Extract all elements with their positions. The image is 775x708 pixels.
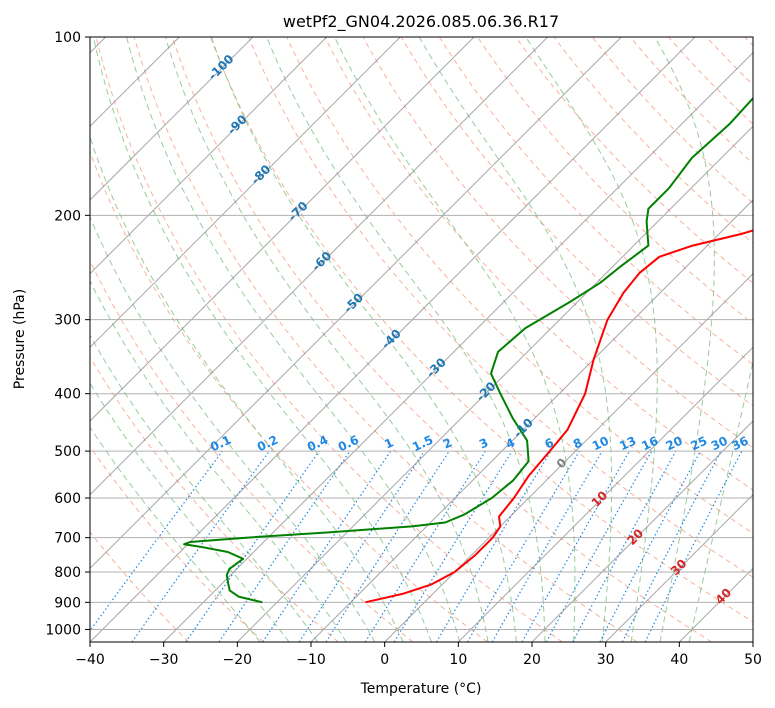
isotherm-line [90, 37, 549, 496]
y-tick-label: 600 [54, 491, 81, 507]
isotherm-line [236, 125, 753, 642]
y-axis-label: Pressure (hPa) [12, 289, 28, 389]
x-tick-label: −10 [296, 652, 326, 668]
sounding-profiles [183, 96, 753, 604]
dry-adiabat [210, 37, 753, 623]
moist-adiabat [688, 358, 753, 642]
dry-adiabat [438, 37, 753, 366]
x-tick-label: 0 [380, 652, 389, 668]
isotherm-line [90, 37, 622, 570]
y-tick-label: 700 [54, 531, 81, 547]
x-tick-label: −20 [223, 652, 253, 668]
mixing-ratio-line [218, 450, 351, 642]
mixing-ratio-label: 16 [639, 434, 660, 454]
isotherm-line [90, 37, 401, 349]
mixing-ratio-line [545, 450, 653, 642]
isotherms [90, 37, 753, 642]
moist-adiabat [90, 135, 404, 642]
mixing-ratio-label: 30 [709, 434, 730, 454]
dry-adiabat [515, 37, 753, 284]
y-tick-label: 300 [54, 313, 81, 329]
y-tick-label: 900 [54, 595, 81, 611]
mixing-ratio-line [572, 450, 677, 642]
mixing-ratio-line [521, 450, 631, 642]
moist-adiabat [654, 37, 715, 642]
moist-adiabat [210, 37, 517, 642]
dry-adiabat [400, 37, 753, 407]
isotherm-line [90, 37, 475, 422]
isotherm-line [90, 37, 328, 275]
moist-adiabat [126, 37, 461, 642]
mixing-ratio-label: 25 [688, 434, 709, 454]
y-tick-label: 500 [54, 444, 81, 460]
moist-adiabat [418, 37, 613, 642]
dry-adiabat [248, 37, 753, 578]
dry-adiabat [95, 37, 563, 642]
pressure-gridlines [90, 37, 753, 630]
x-tick-label: 30 [597, 652, 615, 668]
moist-adiabat [92, 37, 432, 642]
x-tick-label: 50 [744, 652, 762, 668]
mixing-ratio-label: 20 [664, 434, 685, 454]
mixing-ratio-label: 36 [730, 434, 751, 454]
isotherm-line [457, 346, 753, 642]
dry-adiabat [171, 37, 712, 642]
isotherm-line [163, 51, 753, 642]
moist-adiabat [525, 37, 658, 642]
dry-adiabat [90, 531, 190, 642]
x-tick-label: −40 [75, 652, 105, 668]
x-tick-label: 10 [449, 652, 467, 668]
isotherm-line [531, 420, 753, 642]
isotherm-line [90, 37, 254, 201]
y-tick-label: 1000 [45, 622, 81, 638]
moist-adiabat [90, 215, 376, 642]
mixing-ratio-line [325, 450, 450, 642]
moist-adiabat [334, 37, 576, 642]
moist-adiabat [90, 334, 319, 642]
axes: −40 −30 −20 −10 0 10 20 30 40 50 100 200 300 400 500 60… [45, 30, 762, 668]
mixing-ratio-line [90, 450, 223, 632]
moist-adiabat [266, 37, 546, 642]
plot-frame [89, 36, 754, 643]
mixing-ratio-line [185, 450, 320, 642]
y-tick-label: 100 [54, 30, 81, 46]
moist-adiabat [164, 37, 489, 642]
isotherm-line [605, 493, 753, 642]
mixing-ratio-line [644, 450, 743, 642]
x-tick-label: 20 [523, 652, 541, 668]
dry-adiabat [90, 150, 488, 642]
y-tick-label: 800 [54, 565, 81, 581]
x-tick-label: −30 [149, 652, 179, 668]
mixing-ratio-label: 10 [590, 434, 611, 454]
isotherm-line [310, 199, 753, 642]
isotherm-line [384, 272, 753, 642]
mixing-ratio-lines [90, 450, 743, 642]
x-axis-label: Temperature (°C) [360, 681, 482, 697]
chart-title: wetPf2_GN04.2026.085.06.36.R17 [283, 12, 559, 32]
dewpoint-line [183, 96, 753, 604]
mixing-ratio-line [131, 450, 270, 642]
y-tick-label: 400 [54, 387, 81, 403]
mixing-ratio-line [262, 450, 392, 642]
temperature-line [365, 229, 753, 604]
moist-adiabat [90, 426, 261, 642]
dry-adiabat [90, 445, 264, 642]
mixing-ratio-label: 13 [617, 434, 638, 454]
mixing-ratio-line [298, 450, 425, 642]
y-tick-label: 200 [54, 208, 81, 224]
x-tick-label: 40 [670, 652, 688, 668]
dry-adiabat [90, 356, 339, 642]
mixing-ratio-line [393, 450, 513, 642]
